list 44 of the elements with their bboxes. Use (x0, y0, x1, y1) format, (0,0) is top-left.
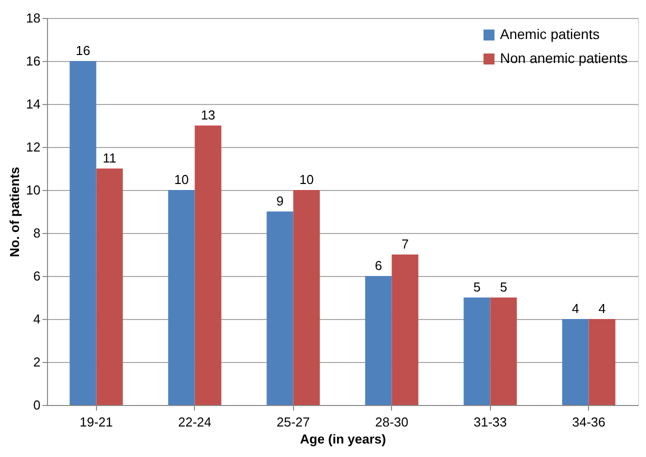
y-axis-title: No. of patients (7, 166, 22, 258)
data-label: 4 (572, 301, 580, 316)
bar (70, 61, 96, 405)
x-tick-label: 22-24 (178, 414, 212, 430)
data-label: 5 (473, 280, 481, 294)
y-tick-label: 10 (26, 182, 40, 198)
bar (266, 212, 294, 405)
x-tick-label: 19-21 (80, 414, 113, 430)
x-tick-label: 31-33 (474, 414, 507, 430)
bar (168, 190, 195, 405)
bar (392, 254, 418, 405)
data-label: 9 (276, 194, 284, 208)
data-label: 4 (598, 301, 606, 316)
y-tick-label: 4 (33, 312, 40, 326)
data-label: 10 (174, 172, 189, 187)
y-tick-label: 18 (26, 10, 40, 26)
bar (194, 126, 222, 405)
y-tick-label: 2 (33, 354, 40, 370)
bar (464, 298, 490, 405)
data-label: 7 (401, 236, 409, 252)
y-tick-label: 0 (33, 398, 40, 412)
data-label: 6 (374, 258, 382, 273)
x-tick-label: 28-30 (375, 414, 408, 430)
y-tick-label: 12 (26, 140, 40, 154)
x-tick-label: 25-27 (276, 414, 310, 430)
bar (96, 168, 123, 405)
legend-label: Non anemic patients (500, 50, 628, 66)
bar (490, 298, 517, 405)
data-label: 11 (102, 150, 116, 166)
data-label: 13 (200, 108, 216, 122)
legend-label: Anemic patients (500, 26, 600, 42)
data-label: 10 (299, 172, 314, 187)
x-tick-label: 34-36 (572, 414, 606, 430)
data-label: 16 (76, 43, 90, 58)
y-tick-label: 16 (26, 54, 40, 68)
y-tick-label: 14 (26, 96, 40, 112)
y-tick-label: 8 (33, 226, 40, 240)
bar (365, 276, 392, 405)
bar (562, 319, 589, 405)
bar (588, 319, 616, 405)
x-axis-title: Age (in years) (300, 432, 386, 446)
bar (293, 190, 320, 405)
data-label: 5 (500, 280, 508, 294)
y-tick-label: 6 (33, 268, 40, 284)
